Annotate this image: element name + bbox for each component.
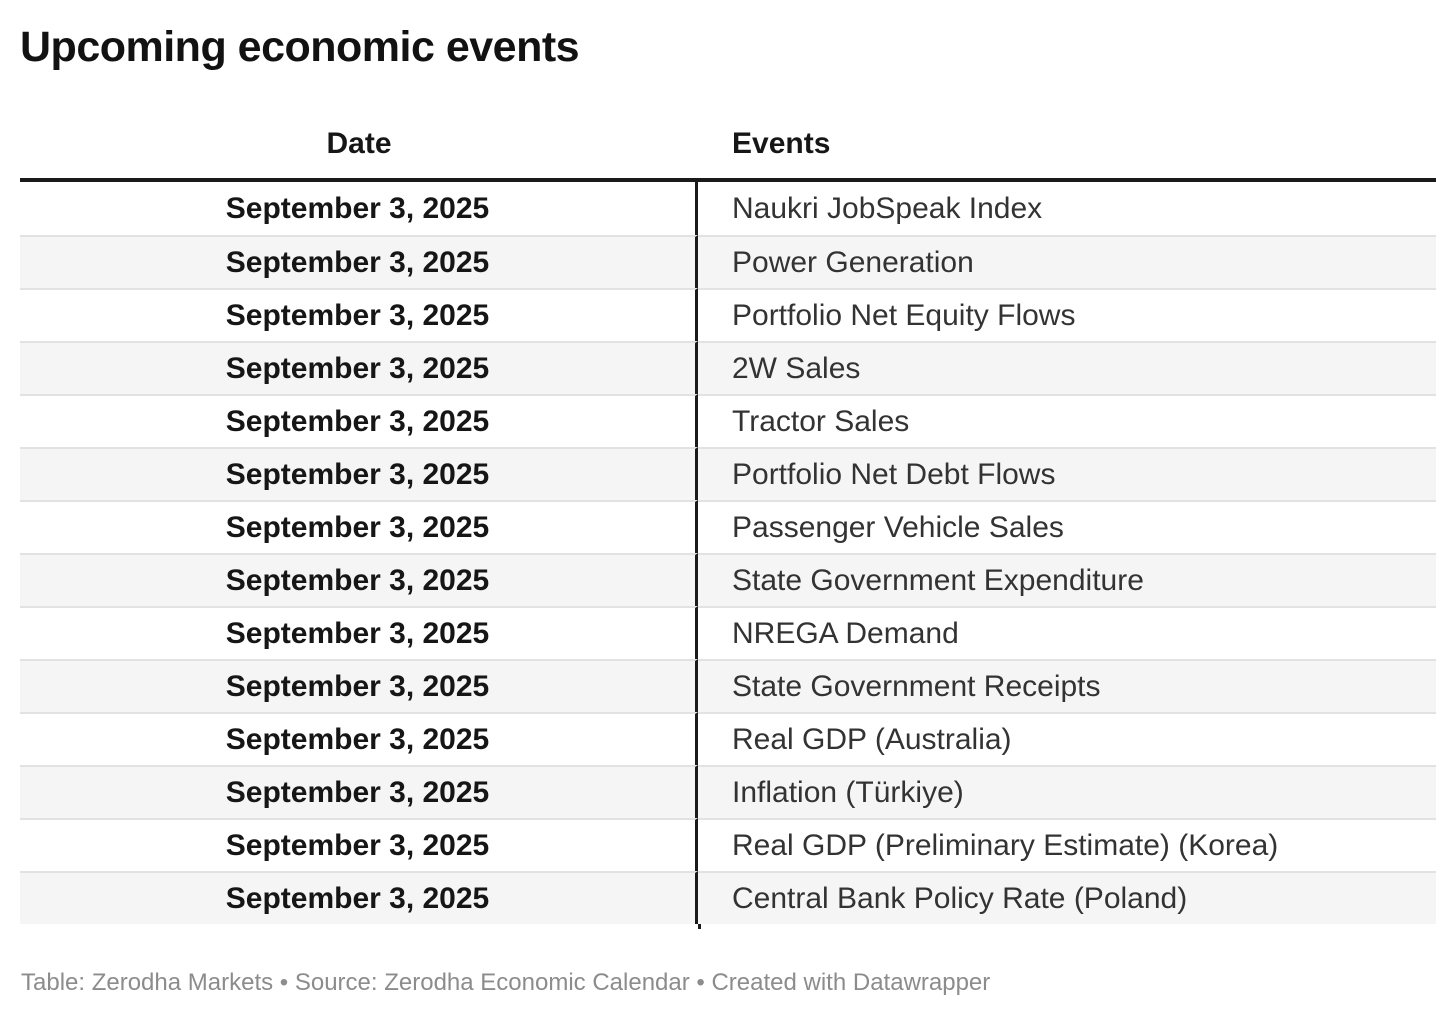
table-row: September 3, 2025 Naukri JobSpeak Index: [20, 182, 1436, 235]
table-row: September 3, 2025 Portfolio Net Debt Flow…: [20, 447, 1436, 500]
event-cell: State Government Expenditure: [698, 553, 1436, 606]
event-cell: NREGA Demand: [698, 606, 1436, 659]
table-row: September 3, 2025 2W Sales: [20, 341, 1436, 394]
date-cell: September 3, 2025: [20, 765, 698, 818]
table-body: September 3, 2025 Naukri JobSpeak Index Se…: [20, 182, 1436, 924]
table-row: September 3, 2025 State Government Receip…: [20, 659, 1436, 712]
table-row: September 3, 2025 Real GDP (Australia): [20, 712, 1436, 765]
table-row: September 3, 2025 Power Generation: [20, 235, 1436, 288]
event-cell: Central Bank Policy Rate (Poland): [698, 871, 1436, 924]
table-row: September 3, 2025 NREGA Demand: [20, 606, 1436, 659]
date-cell: September 3, 2025: [20, 288, 698, 341]
event-cell: 2W Sales: [698, 341, 1436, 394]
header-row: Date Events: [20, 72, 1436, 182]
table-row: September 3, 2025 Portfolio Net Equity Fl…: [20, 288, 1436, 341]
date-cell: September 3, 2025: [20, 235, 698, 288]
event-cell: Passenger Vehicle Sales: [698, 500, 1436, 553]
date-cell: September 3, 2025: [20, 659, 698, 712]
date-cell: September 3, 2025: [20, 606, 698, 659]
table-row: September 3, 2025 Real GDP (Preliminary E…: [20, 818, 1436, 871]
table-row: September 3, 2025 Tractor Sales: [20, 394, 1436, 447]
date-cell: September 3, 2025: [20, 394, 698, 447]
event-cell: Inflation (Türkiye): [698, 765, 1436, 818]
event-cell: State Government Receipts: [698, 659, 1436, 712]
date-cell: September 3, 2025: [20, 871, 698, 924]
table-row: September 3, 2025 Central Bank Policy Rat…: [20, 871, 1436, 924]
event-cell: Naukri JobSpeak Index: [732, 191, 1043, 225]
date-cell: September 3, 2025: [20, 553, 698, 606]
events-table: Date Events September 3, 2025 Naukri JobS…: [20, 72, 1436, 924]
event-cell: Portfolio Net Debt Flows: [698, 447, 1436, 500]
date-cell: September 3, 2025: [20, 182, 698, 235]
column-header-events: Events: [698, 72, 1436, 182]
table-row: September 3, 2025 Passenger Vehicle Sales: [20, 500, 1436, 553]
event-cell: Tractor Sales: [698, 394, 1436, 447]
date-cell: September 3, 2025: [20, 712, 698, 765]
event-cell: Real GDP (Australia): [698, 712, 1436, 765]
footer-attribution: Table: Zerodha Markets • Source: Zerodha…: [21, 969, 991, 996]
event-cell: Power Generation: [698, 235, 1436, 288]
date-cell: September 3, 2025: [20, 341, 698, 394]
event-cell: Portfolio Net Equity Flows: [698, 288, 1436, 341]
table-row: September 3, 2025 Inflation (Türkiye): [20, 765, 1436, 818]
column-header-date: Date: [20, 72, 698, 182]
event-cell: Real GDP (Preliminary Estimate) (Korea): [698, 818, 1436, 871]
column-divider-tail: [698, 924, 701, 929]
table-row: September 3, 2025 State Government Expend…: [20, 553, 1436, 606]
page-title: Upcoming economic events: [20, 23, 580, 71]
date-cell: September 3, 2025: [20, 500, 698, 553]
date-cell: September 3, 2025: [20, 818, 698, 871]
table-header: Date Events: [20, 72, 1436, 182]
date-cell: September 3, 2025: [20, 447, 698, 500]
